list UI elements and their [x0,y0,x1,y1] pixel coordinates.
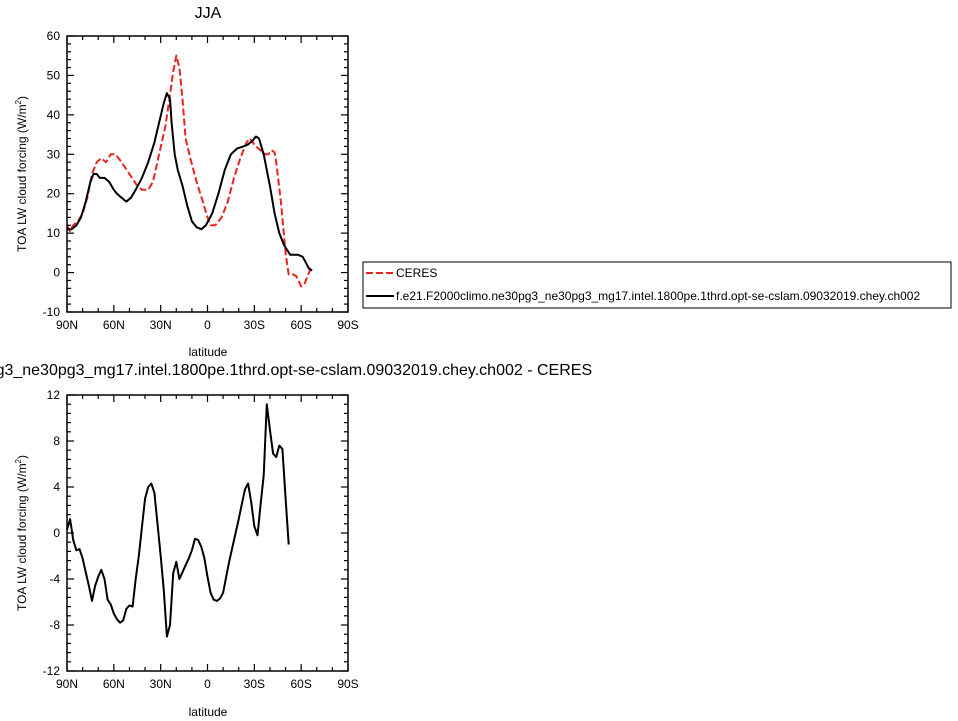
bottom-y-axis-label-sup: 2 [14,458,23,463]
top-x-tick-label: 30N [150,318,172,332]
bottom-x-tick-label: 30S [244,677,265,691]
bottom-y-axis-label: TOA LW cloud forcing (W/m2) [14,455,29,611]
top-y-axis-label-main: TOA LW cloud forcing (W/m [15,104,29,252]
top-plot-frame [66,35,349,313]
bottom-x-tick-label: 90S [337,677,358,691]
bottom-y-tick-label: 12 [47,388,61,402]
bottom-y-tick-label: 8 [53,434,60,448]
legend-label-ceres: CERES [396,266,437,280]
top-x-tick-label: 90S [337,318,358,332]
bottom-x-tick-label: 60N [103,677,125,691]
legend-box [362,261,952,309]
bottom-plot-frame [66,394,349,672]
bottom-y-tick-label: 0 [53,526,60,540]
top-plot-area: 90N 60N 30N 0 30S 60S 90S -10 0 10 20 30 40 50 60 [43,29,359,332]
top-y-tick-label: 40 [47,108,61,122]
top-y-tick-label: 30 [47,147,61,161]
top-x-tick-label: 60N [103,318,125,332]
top-x-axis-label: latitude [189,345,228,359]
top-y-axis-label: TOA LW cloud forcing (W/m2) [14,96,29,252]
bottom-series-line-0 [66,403,290,638]
top-y-tick-label: 20 [47,187,61,201]
bottom-y-tick-label: -12 [43,664,61,678]
bottom-plot-area: 90N 60N 30N 0 30S 60S 90S -12 -8 -4 0 4 8 12 [43,388,359,691]
top-series-line-0 [66,54,313,288]
bottom-y-axis-label-main: TOA LW cloud forcing (W/m [15,463,29,611]
top-x-tick-label: 30S [244,318,265,332]
top-y-tick-label: 10 [47,226,61,240]
top-x-tick-label: 60S [290,318,311,332]
bottom-chart-title: f.e21.F2000climo.ne30pg3_ne30pg3_mg17.in… [0,362,592,379]
bottom-x-tick-label: 60S [290,677,311,691]
top-y-tick-label: 0 [53,266,60,280]
top-y-tick-label: -10 [43,305,61,319]
top-y-axis-label-sup: 2 [14,99,23,104]
bottom-x-tick-label: 30N [150,677,172,691]
bottom-x-axis-label: latitude [189,705,228,719]
top-chart-title: JJA [195,5,222,22]
bottom-y-tick-label: -4 [49,572,60,586]
bottom-y-tick-label: 4 [53,480,60,494]
top-y-tick-label: 60 [47,29,61,43]
top-series-line-1 [67,92,313,272]
bottom-y-axis-label-close: ) [15,455,29,459]
top-x-tick-label: 0 [204,318,211,332]
top-x-tick-label: 90N [56,318,78,332]
bottom-x-tick-label: 90N [56,677,78,691]
bottom-y-tick-label: -8 [49,618,60,632]
legend-label-model: f.e21.F2000climo.ne30pg3_ne30pg3_mg17.in… [396,289,920,303]
legend: CERES f.e21.F2000climo.ne30pg3_ne30pg3_m… [362,261,952,309]
top-y-tick-label: 50 [47,68,61,82]
top-y-axis-label-close: ) [15,96,29,100]
bottom-x-tick-label: 0 [204,677,211,691]
